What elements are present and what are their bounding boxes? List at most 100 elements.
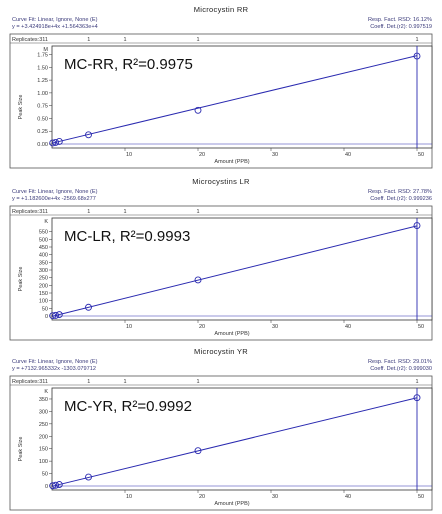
chart-panel-lr: Microcystins LR Curve Fit: Linear, Ignor… [0, 172, 442, 344]
replicates-label: Replicates:311 [12, 37, 48, 43]
x-tick-label: 40 [345, 324, 351, 330]
y-tick-label: 400 [39, 253, 48, 259]
y-tick-label: 1.00 [37, 91, 48, 97]
fit-line [51, 397, 418, 487]
y-tick-label: 300 [39, 409, 48, 415]
chart-panel-yr: Microcystin YR Curve Fit: Linear, Ignore… [0, 344, 442, 514]
x-tick-label: 10 [126, 324, 132, 330]
data-point [55, 481, 63, 488]
chart-panel-rr: Microcystin RR Curve Fit: Linear, Ignore… [0, 0, 442, 172]
x-tick-label: 10 [126, 152, 132, 158]
y-axis-label: Peak Size [18, 95, 24, 120]
replicate-mark: 1 [196, 379, 199, 385]
fit-equation: y = +3.424918e+4x +1.564363e+4 [12, 24, 98, 30]
y-tick-label: 450 [39, 245, 48, 251]
data-point [49, 139, 57, 147]
y-tick-label: 150 [39, 447, 48, 453]
y-tick-label: 100 [39, 299, 48, 305]
chart-title: Microcystin RR [193, 5, 249, 14]
r-squared-annotation: MC-YR, R²=0.9992 [64, 398, 192, 415]
y-tick-label: 350 [39, 260, 48, 266]
y-tick-label: 0.00 [37, 142, 48, 148]
data-point [413, 394, 421, 402]
y-tick-label: 300 [39, 268, 48, 274]
plot-area [51, 387, 433, 491]
x-axis-label: Amount (PPB) [214, 159, 249, 165]
y-multiplier-label: K [44, 219, 48, 225]
replicate-mark: 1 [123, 37, 126, 43]
curve-fit-info: Curve Fit: Linear, Ignore, None (E) [12, 17, 98, 23]
x-tick-label: 20 [199, 324, 205, 330]
data-point [194, 106, 202, 114]
y-tick-label: 200 [39, 434, 48, 440]
chart-svg-yr: Replicates:311 1 1 1 1050100150200250300350K… [9, 375, 433, 511]
replicate-mark: 1 [415, 379, 418, 385]
y-tick-label: 200 [39, 283, 48, 289]
y-multiplier-label: M [43, 47, 48, 53]
y-tick-label: 1.75 [37, 53, 48, 59]
y-tick-label: 250 [39, 276, 48, 282]
y-tick-label: 500 [39, 237, 48, 243]
plot-area [51, 45, 433, 149]
rsd-info: Resp. Fact. RSD: 16.12% [367, 17, 432, 23]
replicate-mark: 1 [415, 209, 418, 215]
rsd-info: Resp. Fact. RSD: 29.01% [367, 359, 432, 365]
curve-fit-info: Curve Fit: Linear, Ignore, None (E) [12, 359, 98, 365]
chart-svg-lr: Replicates:311 1 1 1 10501001502002503003504… [9, 205, 433, 341]
data-point [85, 303, 92, 311]
y-multiplier-label: K [44, 389, 48, 395]
y-tick-label: 0.75 [37, 104, 48, 110]
coeff-det-info: Coeff. Det.(r2): 0.999236 [370, 196, 432, 202]
coeff-det-info: Coeff. Det.(r2): 0.997519 [370, 24, 432, 30]
data-point [194, 276, 202, 284]
curve-fit-info: Curve Fit: Linear, Ignore, None (E) [12, 189, 98, 195]
x-axis-label: Amount (PPB) [214, 501, 249, 507]
data-point [55, 137, 63, 145]
replicate-mark: 1 [415, 37, 418, 43]
y-tick-label: 0 [45, 484, 48, 490]
chart-title: Microcystin YR [193, 347, 249, 356]
data-point [85, 473, 92, 481]
y-tick-label: 550 [39, 230, 48, 236]
y-tick-label: 1.25 [37, 78, 48, 84]
y-tick-label: 0.50 [37, 116, 48, 122]
y-tick-label: 0 [45, 314, 48, 320]
replicate-mark: 1 [123, 209, 126, 215]
rsd-info: Resp. Fact. RSD: 27.78% [367, 189, 432, 195]
data-point [52, 139, 60, 146]
x-tick-label: 10 [126, 494, 132, 500]
x-tick-label: 20 [199, 152, 205, 158]
data-point [194, 447, 202, 455]
x-tick-label: 20 [199, 494, 205, 500]
r-squared-annotation: MC-LR, R²=0.9993 [64, 228, 190, 245]
coeff-det-info: Coeff. Det.(r2): 0.999030 [370, 366, 432, 372]
chart-title: Microcystins LR [192, 177, 250, 186]
fit-equation: y = +1.182600e+4x -2569.68x277 [12, 196, 96, 202]
y-axis-label: Peak Size [18, 267, 24, 292]
data-point [413, 222, 421, 229]
chart-svg-rr: Replicates:311 1 1 1 1 0.00 0.25 0.50 0.75 1.00 1.… [9, 33, 433, 169]
fit-equation: y = +7132.965332x -1303.079712 [12, 366, 96, 372]
x-tick-label: 50 [418, 494, 424, 500]
replicate-mark: 1 [123, 379, 126, 385]
r-squared-annotation: MC-RR, R²=0.9975 [64, 56, 193, 73]
x-tick-label: 40 [345, 494, 351, 500]
replicates-label: Replicates:311 [12, 209, 48, 215]
y-tick-label: 150 [39, 291, 48, 297]
replicate-mark: 1 [196, 37, 199, 43]
replicates-label: Replicates:311 [12, 379, 48, 385]
x-tick-label: 30 [272, 494, 278, 500]
x-tick-label: 30 [272, 324, 278, 330]
y-tick-label: 250 [39, 422, 48, 428]
y-tick-label: 50 [42, 472, 48, 478]
data-point [49, 312, 57, 320]
fit-line [51, 225, 418, 317]
replicate-mark: 1 [87, 379, 90, 385]
data-point [52, 481, 60, 489]
y-axis-label: Peak Size [18, 437, 24, 462]
fit-line [51, 55, 418, 144]
data-point [55, 311, 63, 319]
x-tick-label: 30 [272, 152, 278, 158]
x-tick-label: 40 [345, 152, 351, 158]
y-tick-label: 350 [39, 397, 48, 403]
